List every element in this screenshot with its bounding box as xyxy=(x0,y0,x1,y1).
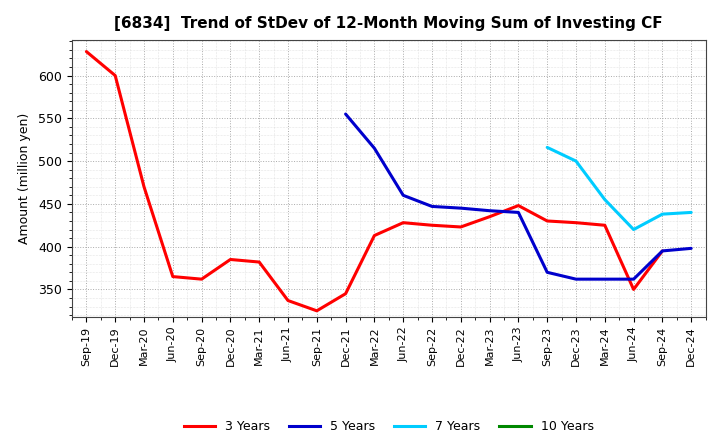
Y-axis label: Amount (million yen): Amount (million yen) xyxy=(18,113,32,244)
Legend: 3 Years, 5 Years, 7 Years, 10 Years: 3 Years, 5 Years, 7 Years, 10 Years xyxy=(179,415,598,438)
Title: [6834]  Trend of StDev of 12-Month Moving Sum of Investing CF: [6834] Trend of StDev of 12-Month Moving… xyxy=(114,16,663,32)
